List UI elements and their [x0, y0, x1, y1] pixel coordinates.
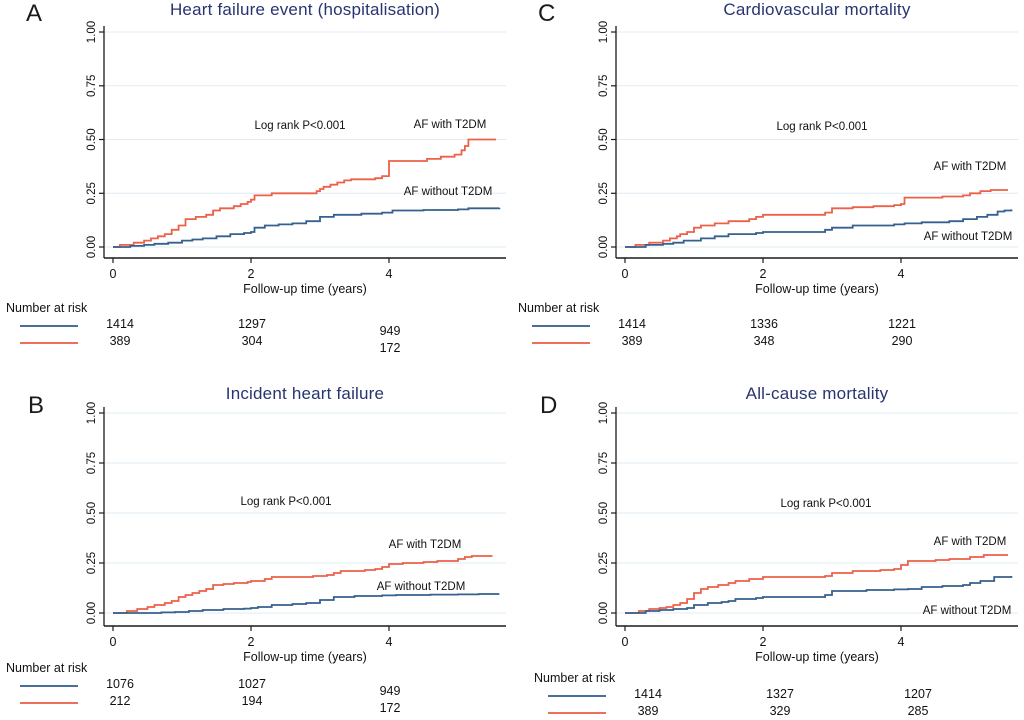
svg-text:AF without T2DM: AF without T2DM [924, 231, 1013, 243]
svg-text:Log rank P<0.001: Log rank P<0.001 [254, 120, 345, 132]
panel-b-title: Incident heart failure [225, 384, 385, 403]
svg-text:0.00: 0.00 [598, 602, 610, 624]
svg-text:0.25: 0.25 [86, 182, 98, 204]
svg-text:AF with T2DM: AF with T2DM [934, 536, 1007, 548]
svg-text:AF with T2DM: AF with T2DM [934, 161, 1007, 173]
svg-text:2: 2 [248, 267, 255, 281]
svg-text:1.00: 1.00 [86, 402, 98, 424]
svg-text:Follow-up time (years): Follow-up time (years) [243, 282, 367, 296]
panel-d-title: All-cause mortality [745, 384, 889, 403]
svg-text:0: 0 [110, 267, 117, 281]
panel-c-plot: 0.00 0.25 0.50 0.75 1.00 0 2 4 Follow-up time (y… [598, 21, 1018, 296]
svg-text:4: 4 [898, 635, 905, 649]
svg-text:0.75: 0.75 [86, 75, 98, 97]
svg-text:0.25: 0.25 [598, 552, 610, 574]
svg-text:4: 4 [898, 267, 905, 281]
panel-d-letter: D [540, 392, 558, 419]
svg-text:0.75: 0.75 [86, 452, 98, 474]
svg-text:0: 0 [622, 635, 629, 649]
svg-text:4: 4 [386, 267, 393, 281]
panel-b-plot: 0.00 0.25 0.50 0.75 1.00 0 2 4 Follow-up time (y… [86, 402, 506, 664]
svg-text:AF without T2DM: AF without T2DM [404, 186, 493, 198]
svg-text:0: 0 [622, 267, 629, 281]
svg-text:4: 4 [386, 635, 393, 649]
svg-text:Follow-up time (years): Follow-up time (years) [243, 650, 367, 664]
svg-text:2: 2 [248, 635, 255, 649]
svg-text:AF with T2DM: AF with T2DM [389, 539, 462, 551]
panel-d-plot: 0.00 0.25 0.50 0.75 1.00 0 2 4 Follow-up time (y… [598, 402, 1018, 664]
svg-text:0.50: 0.50 [598, 128, 610, 150]
svg-text:AF without T2DM: AF without T2DM [923, 605, 1012, 617]
panel-a-title: Heart failure event (hospitalisation) [169, 0, 441, 19]
panel-c-title: Cardiovascular mortality [723, 0, 911, 19]
svg-text:1.00: 1.00 [86, 21, 98, 43]
svg-text:AF with T2DM: AF with T2DM [414, 119, 487, 131]
svg-text:Log rank P<0.001: Log rank P<0.001 [780, 498, 871, 510]
panel-c: C Cardiovascular mortality 0.00 0.25 0.50 0… [512, 0, 1024, 360]
svg-text:0.75: 0.75 [598, 75, 610, 97]
svg-text:2: 2 [760, 635, 767, 649]
svg-text:Log rank P<0.001: Log rank P<0.001 [240, 496, 331, 508]
svg-text:Follow-up time (years): Follow-up time (years) [755, 650, 879, 664]
svg-text:0.25: 0.25 [598, 182, 610, 204]
panel-b: B Incident heart failure 0.00 0.25 0.50 0.7… [0, 360, 512, 720]
panel-a-letter: A [26, 0, 43, 27]
svg-text:0.00: 0.00 [86, 602, 98, 624]
svg-text:0.50: 0.50 [86, 128, 98, 150]
svg-text:1.00: 1.00 [598, 21, 610, 43]
svg-text:AF without T2DM: AF without T2DM [377, 581, 466, 593]
svg-text:0.50: 0.50 [598, 502, 610, 524]
panel-b-letter: B [28, 392, 45, 419]
panel-c-letter: C [538, 0, 556, 27]
panel-a: A Heart failure event (hospitalisation) … [0, 0, 512, 360]
panel-d: D All-cause mortality 0.00 0.25 0.50 0.75 1.… [512, 360, 1024, 720]
svg-text:0: 0 [110, 635, 117, 649]
svg-text:0.75: 0.75 [598, 452, 610, 474]
svg-text:0.50: 0.50 [86, 502, 98, 524]
svg-text:0.00: 0.00 [86, 236, 98, 258]
svg-text:Log rank P<0.001: Log rank P<0.001 [776, 121, 867, 133]
svg-text:1.00: 1.00 [598, 402, 610, 424]
svg-text:0.25: 0.25 [86, 552, 98, 574]
svg-text:2: 2 [760, 267, 767, 281]
svg-text:0.00: 0.00 [598, 236, 610, 258]
panel-a-plot: 0.00 0.25 0.50 0.75 1.00 0 2 4 Follow-up time (y… [86, 21, 506, 296]
svg-text:Follow-up time (years): Follow-up time (years) [755, 282, 879, 296]
